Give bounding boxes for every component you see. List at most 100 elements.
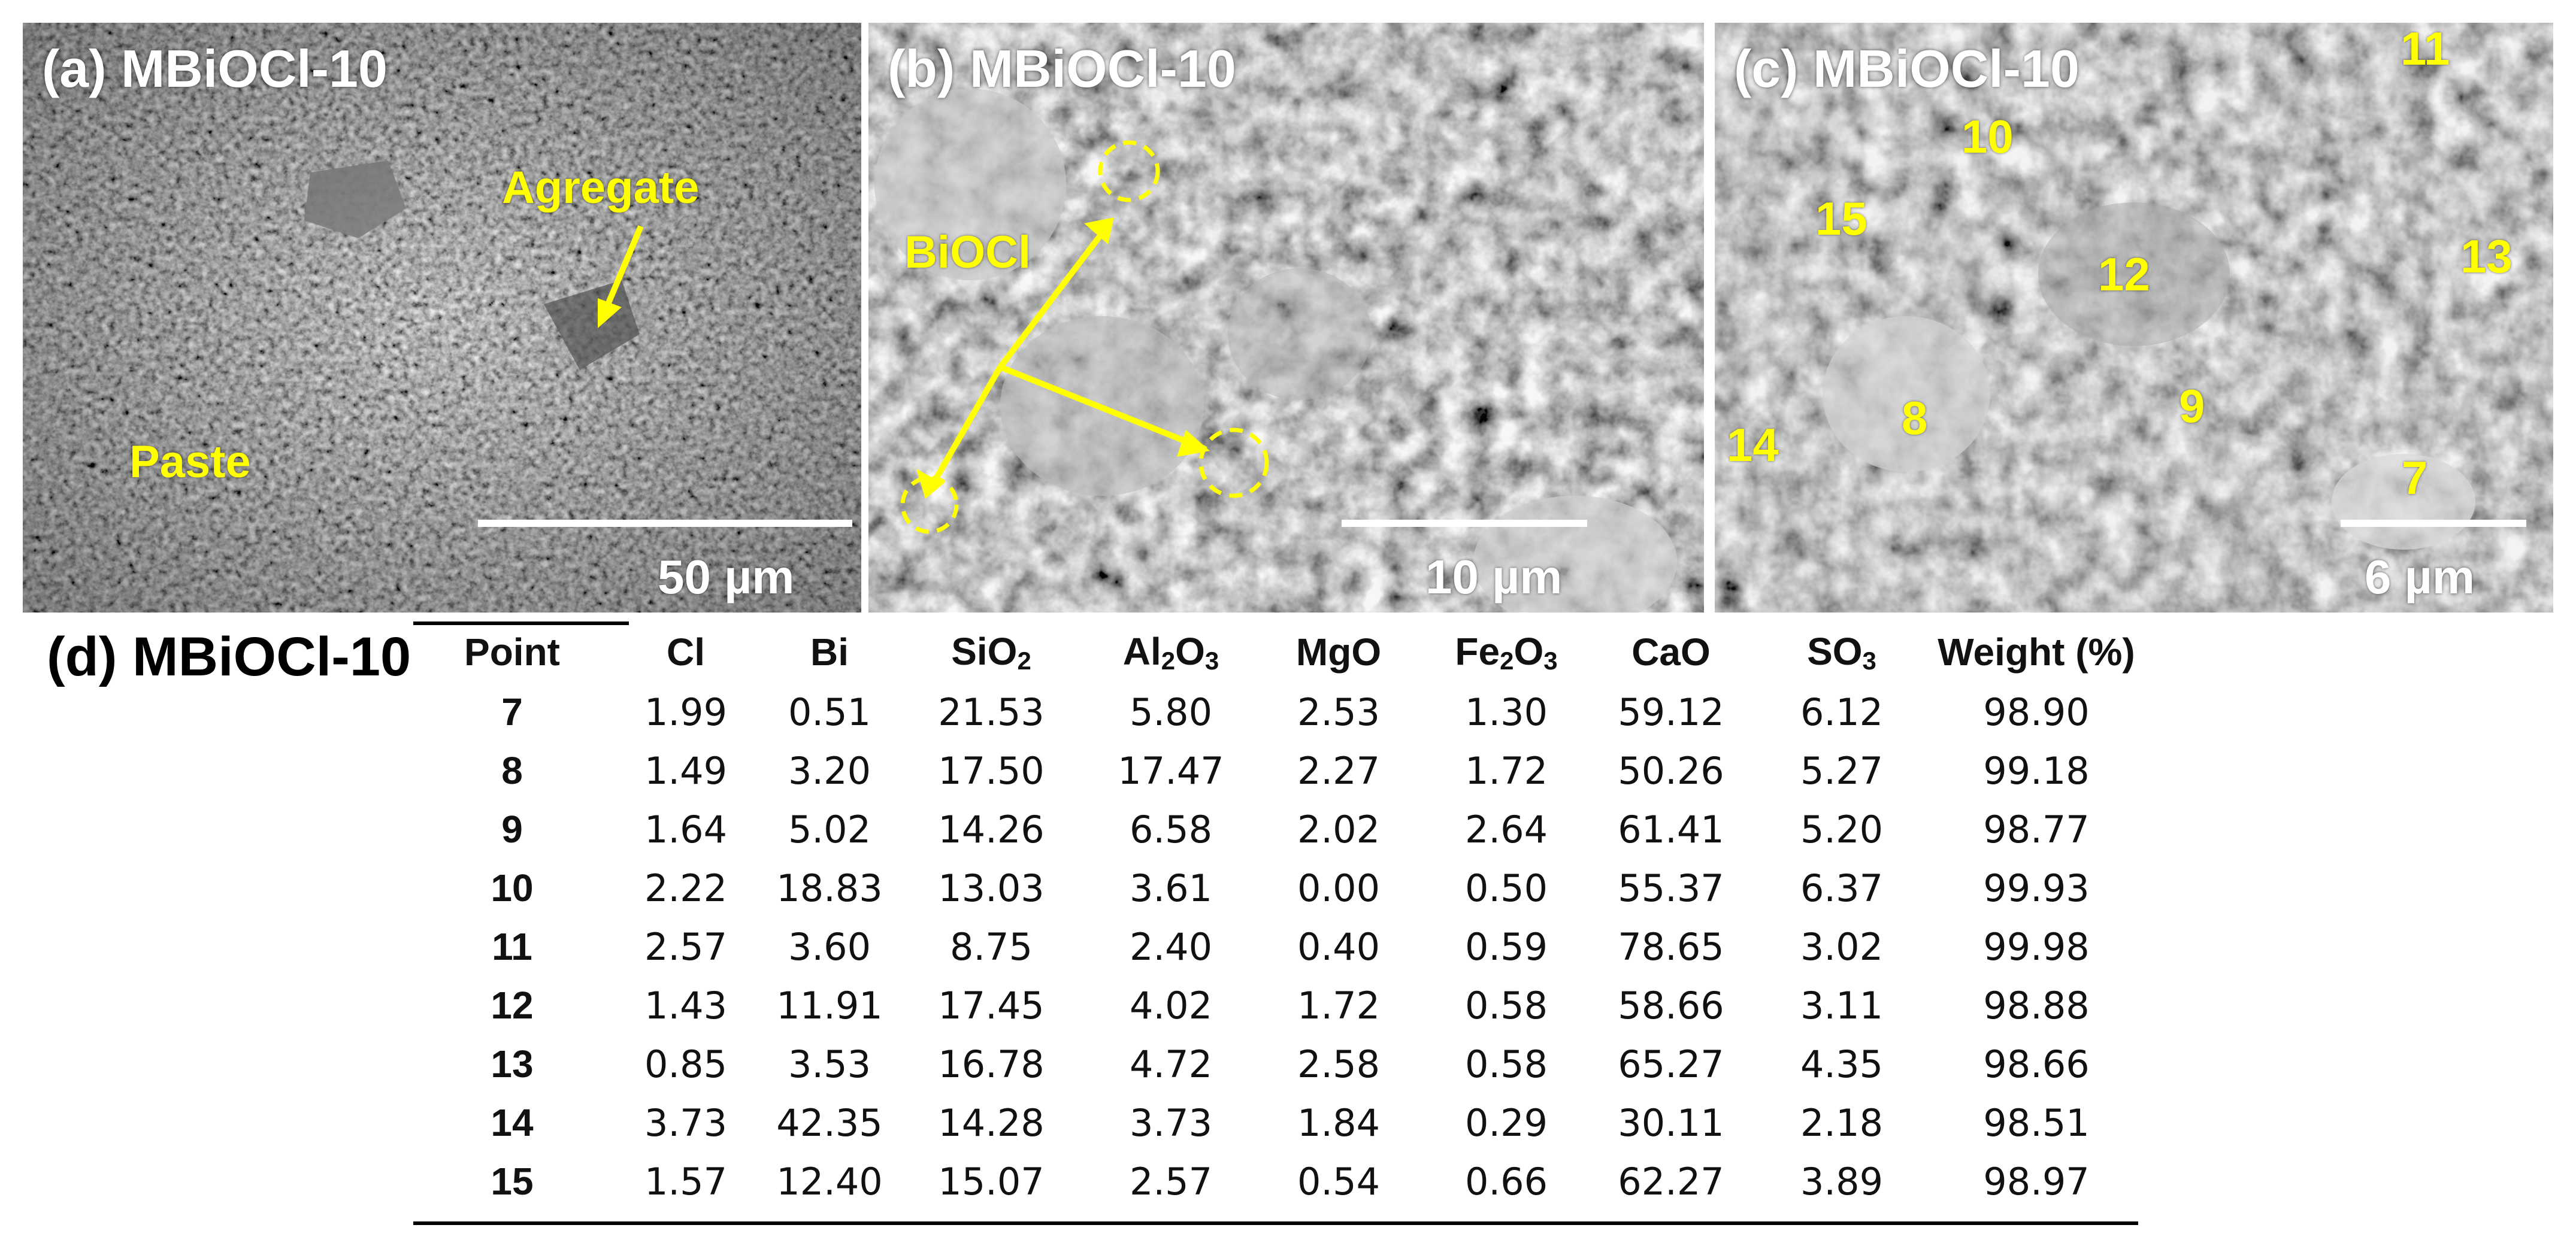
cell-sio2: 21.53	[938, 690, 1045, 734]
cell-al2o3: 3.61	[1129, 866, 1213, 910]
biocl-circle-3	[900, 475, 959, 534]
cell-cao: 30.11	[1618, 1100, 1724, 1145]
header-weight: Weight (%)	[1938, 630, 2135, 674]
cell-weight: 98.97	[1983, 1159, 2090, 1203]
aggregate-arrow	[604, 225, 644, 308]
header-bi: Bi	[810, 630, 849, 674]
sem-panel-a: (a) MBiOCl-10 Agregate Paste 50 µm	[23, 23, 861, 613]
table-row: 12 1.43 11.91 17.45 4.02 1.72 0.58 58.66 3.11 98.…	[413, 976, 2138, 1035]
cell-so3: 5.27	[1800, 748, 1884, 793]
header-sio2-base: SiO	[951, 629, 1018, 673]
cell-so3: 3.89	[1800, 1159, 1884, 1203]
cell-point: 14	[491, 1101, 534, 1144]
cell-point: 9	[501, 808, 523, 851]
cell-fe2o3: 0.59	[1464, 924, 1548, 969]
cell-point: 10	[491, 866, 534, 909]
cell-bi: 3.20	[788, 748, 871, 793]
cell-mgo: 2.53	[1297, 690, 1381, 734]
point-12: 12	[2098, 248, 2150, 301]
cell-point: 7	[501, 690, 523, 733]
cell-weight: 98.88	[1983, 983, 2090, 1027]
cell-weight: 99.93	[1983, 866, 2090, 910]
cell-point: 12	[491, 984, 534, 1027]
scale-label-b: 10 µm	[1425, 550, 1563, 604]
cell-cao: 78.65	[1618, 924, 1724, 969]
cell-sio2: 13.03	[938, 866, 1045, 910]
scale-bar-a	[478, 520, 852, 527]
cell-cl: 1.64	[644, 807, 728, 851]
cell-weight: 99.18	[1983, 748, 2090, 793]
cell-al2o3: 6.58	[1129, 807, 1213, 851]
cell-so3: 5.20	[1800, 807, 1884, 851]
table-row: 15 1.57 12.40 15.07 2.57 0.54 0.66 62.27 3.89 98.…	[413, 1152, 2138, 1211]
header-al2o3-s1: 2	[1161, 646, 1176, 675]
cell-cl: 3.73	[644, 1100, 728, 1145]
point-8: 8	[1902, 392, 1928, 444]
cell-mgo: 2.58	[1297, 1042, 1381, 1086]
biocl-label: BiOCl	[904, 227, 1031, 278]
table-row: 14 3.73 42.35 14.28 3.73 1.84 0.29 30.11 2.18 98.…	[413, 1093, 2138, 1152]
cell-cl: 1.43	[644, 983, 728, 1027]
header-point: Point	[464, 630, 560, 674]
cell-cao: 65.27	[1618, 1042, 1724, 1086]
cell-fe2o3: 0.58	[1464, 983, 1548, 1027]
table-body: 7 1.99 0.51 21.53 5.80 2.53 1.30 59.12 6.12 98.90…	[413, 683, 2138, 1211]
cell-fe2o3: 0.58	[1464, 1042, 1548, 1086]
sem-image-c	[1715, 23, 2553, 613]
cell-al2o3: 3.73	[1129, 1100, 1213, 1145]
cell-bi: 18.83	[776, 866, 883, 910]
cell-cao: 58.66	[1618, 983, 1724, 1027]
cell-point: 15	[491, 1160, 534, 1203]
cell-al2o3: 4.72	[1129, 1042, 1213, 1086]
cell-weight: 98.51	[1983, 1100, 2090, 1145]
sem-panel-b: (b) MBiOCl-10 BiOCl 10 µm	[868, 23, 1704, 613]
cell-bi: 11.91	[776, 983, 883, 1027]
cell-fe2o3: 0.29	[1464, 1100, 1548, 1145]
cell-cao: 61.41	[1618, 807, 1724, 851]
cell-so3: 2.18	[1800, 1100, 1884, 1145]
biocl-arrow-2	[928, 365, 1003, 489]
header-fe2o3-a: Fe	[1455, 629, 1500, 673]
cell-bi: 42.35	[776, 1100, 883, 1145]
cell-al2o3: 4.02	[1129, 983, 1213, 1027]
header-fe2o3-b: O	[1513, 629, 1544, 673]
point-13: 13	[2460, 230, 2513, 283]
table-title: (d) MBiOCl-10	[47, 626, 411, 687]
header-so3: SO3	[1749, 622, 1935, 683]
header-al2o3: Al2O3	[1084, 622, 1258, 683]
point-9: 9	[2179, 380, 2205, 432]
cell-cao: 55.37	[1618, 866, 1724, 910]
cell-sio2: 14.26	[938, 807, 1045, 851]
table-row: 13 0.85 3.53 16.78 4.72 2.58 0.58 65.27 4.35 98.6…	[413, 1035, 2138, 1093]
panel-b-arrows	[900, 140, 1269, 534]
panel-c-title: (c) MBiOCl-10	[1734, 39, 2079, 98]
header-fe2o3-s1: 2	[1500, 646, 1514, 675]
cell-point: 8	[501, 749, 523, 792]
header-cl: Cl	[667, 630, 705, 674]
cell-weight: 98.90	[1983, 690, 2090, 734]
sem-panel-c: (c) MBiOCl-10 7 8 9 10 11 12 13 14 15 6 …	[1715, 23, 2553, 613]
aggregate-label: Agregate	[502, 162, 700, 213]
cell-mgo: 2.27	[1297, 748, 1381, 793]
header-fe2o3: Fe2O3	[1419, 622, 1593, 683]
cell-cl: 2.22	[644, 866, 728, 910]
header-sio2: SiO2	[898, 622, 1084, 683]
cell-mgo: 1.72	[1297, 983, 1381, 1027]
header-so3-sub: 3	[1862, 646, 1876, 675]
cell-fe2o3: 1.72	[1464, 748, 1548, 793]
table-row: 11 2.57 3.60 8.75 2.40 0.40 0.59 78.65 3.02 99.98	[413, 917, 2138, 976]
aggregate-arrowhead	[598, 298, 622, 328]
header-al2o3-s2: 3	[1204, 646, 1219, 675]
cell-weight: 98.77	[1983, 807, 2090, 851]
eds-table: Point Cl Bi SiO2 Al2O3 MgO Fe2O3 CaO SO3…	[413, 622, 2138, 1211]
scale-label-a: 50 µm	[658, 550, 795, 604]
cell-so3: 6.12	[1800, 690, 1884, 734]
scale-bar-c	[2341, 520, 2526, 527]
cell-sio2: 14.28	[938, 1100, 1045, 1145]
point-14: 14	[1727, 419, 1779, 471]
cell-weight: 98.66	[1983, 1042, 2090, 1086]
header-fe2o3-s2: 3	[1543, 646, 1558, 675]
cell-mgo: 0.40	[1297, 924, 1381, 969]
biocl-circle-2	[1198, 428, 1269, 498]
biocl-circle-1	[1098, 140, 1160, 202]
